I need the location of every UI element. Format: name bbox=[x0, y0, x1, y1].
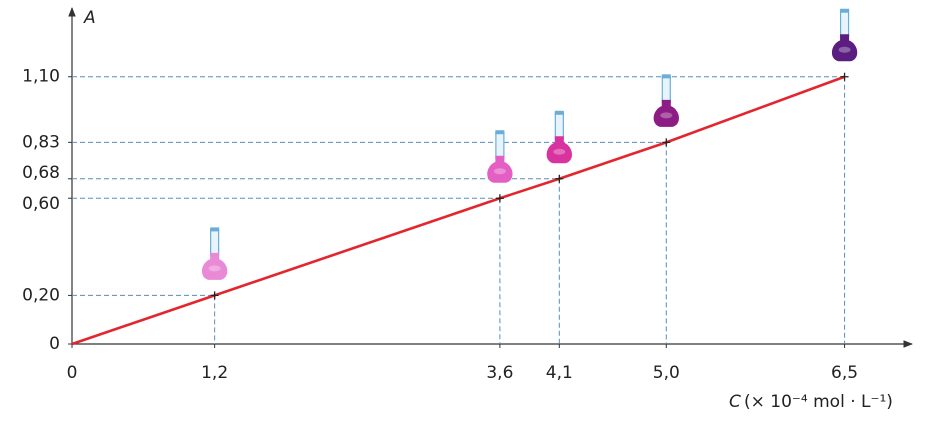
flask-cap bbox=[554, 110, 564, 115]
flask-neck bbox=[661, 75, 671, 103]
flask-neck bbox=[495, 131, 505, 159]
flask-body bbox=[653, 99, 679, 127]
y-tick-label: 0,20 bbox=[22, 285, 60, 305]
flask-body bbox=[831, 34, 858, 62]
x-axis-label: C bbox=[729, 392, 741, 412]
flask bbox=[546, 110, 572, 164]
flask-cap bbox=[210, 227, 220, 232]
flask-shine bbox=[553, 148, 566, 155]
data-point bbox=[210, 291, 219, 300]
y-axis-label: A bbox=[83, 8, 96, 28]
flask-body bbox=[202, 252, 228, 280]
flask-shine bbox=[838, 46, 851, 53]
x-axis-unit: (× 10⁻⁴ mol · L⁻¹) bbox=[744, 392, 893, 412]
flask-cap bbox=[840, 8, 850, 13]
flask-body bbox=[546, 136, 572, 164]
y-tick-label: 0,68 bbox=[22, 163, 60, 183]
x-tick-label: 0 bbox=[67, 363, 78, 383]
flask-cap bbox=[661, 74, 671, 79]
x-tick-label: 6,5 bbox=[831, 363, 858, 383]
data-point bbox=[555, 174, 564, 183]
x-tick-label: 1,2 bbox=[201, 363, 228, 383]
y-tick-label: 0,83 bbox=[22, 132, 60, 152]
y-tick-label: 1,10 bbox=[22, 67, 60, 87]
flask bbox=[653, 74, 679, 127]
x-tick-label: 3,6 bbox=[486, 363, 513, 383]
flask-neck bbox=[210, 228, 220, 257]
flask-shine bbox=[208, 265, 221, 272]
flask bbox=[202, 227, 228, 280]
flask-cap bbox=[495, 130, 505, 135]
x-tick-label: 5,0 bbox=[653, 363, 680, 383]
flask-shine bbox=[493, 168, 506, 175]
flask-shine bbox=[660, 112, 673, 119]
flask-neck bbox=[554, 112, 564, 140]
y-tick-label: 0,60 bbox=[22, 194, 60, 214]
flask-body bbox=[487, 155, 513, 183]
data-point bbox=[840, 72, 849, 81]
flask bbox=[487, 130, 513, 183]
flask-neck bbox=[839, 10, 850, 38]
data-point bbox=[495, 194, 504, 203]
flask bbox=[831, 8, 858, 62]
x-tick-label: 4,1 bbox=[546, 363, 573, 383]
y-tick-label: 0 bbox=[49, 334, 60, 354]
data-point bbox=[662, 138, 671, 147]
data-line bbox=[71, 75, 846, 346]
